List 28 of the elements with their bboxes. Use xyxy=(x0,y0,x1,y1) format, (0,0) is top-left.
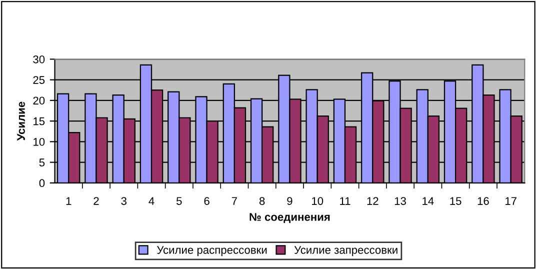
y-tick-label: 25 xyxy=(33,76,45,84)
x-tick-label: 2 xyxy=(94,197,99,205)
x-tick-label: 9 xyxy=(287,197,292,205)
x-tick-label: 17 xyxy=(505,197,516,205)
x-tick-label: 11 xyxy=(340,197,350,205)
x-tick-label: 12 xyxy=(367,197,378,205)
x-tick-label: 14 xyxy=(422,197,434,205)
x-tick-label: 6 xyxy=(204,197,210,205)
y-tick-label: 20 xyxy=(33,96,45,105)
x-tick-label: 15 xyxy=(450,197,462,205)
y-tick-label: 30 xyxy=(33,55,45,64)
x-tick-label: 1 xyxy=(66,197,72,205)
x-tick-label: 7 xyxy=(232,197,237,205)
legend-label: Усилие распрессовки xyxy=(156,246,267,256)
x-tick-label: 5 xyxy=(176,197,182,205)
x-tick-label: 4 xyxy=(148,197,154,205)
x-tick-label: 16 xyxy=(478,197,489,205)
y-tick-label: 15 xyxy=(34,117,45,126)
y-tick-label: 5 xyxy=(39,158,45,166)
x-tick-label: 10 xyxy=(312,197,324,205)
y-axis-title: Усилие xyxy=(17,102,25,141)
y-tick-label: 10 xyxy=(34,138,45,146)
x-tick-label: 3 xyxy=(121,197,126,205)
x-axis-title: № соединения xyxy=(250,213,330,223)
x-tick-label: 13 xyxy=(394,197,406,205)
legend-label: Усилие запрессовки xyxy=(294,246,398,256)
x-tick-label: 8 xyxy=(259,197,265,205)
y-tick-label: 0 xyxy=(39,179,45,188)
